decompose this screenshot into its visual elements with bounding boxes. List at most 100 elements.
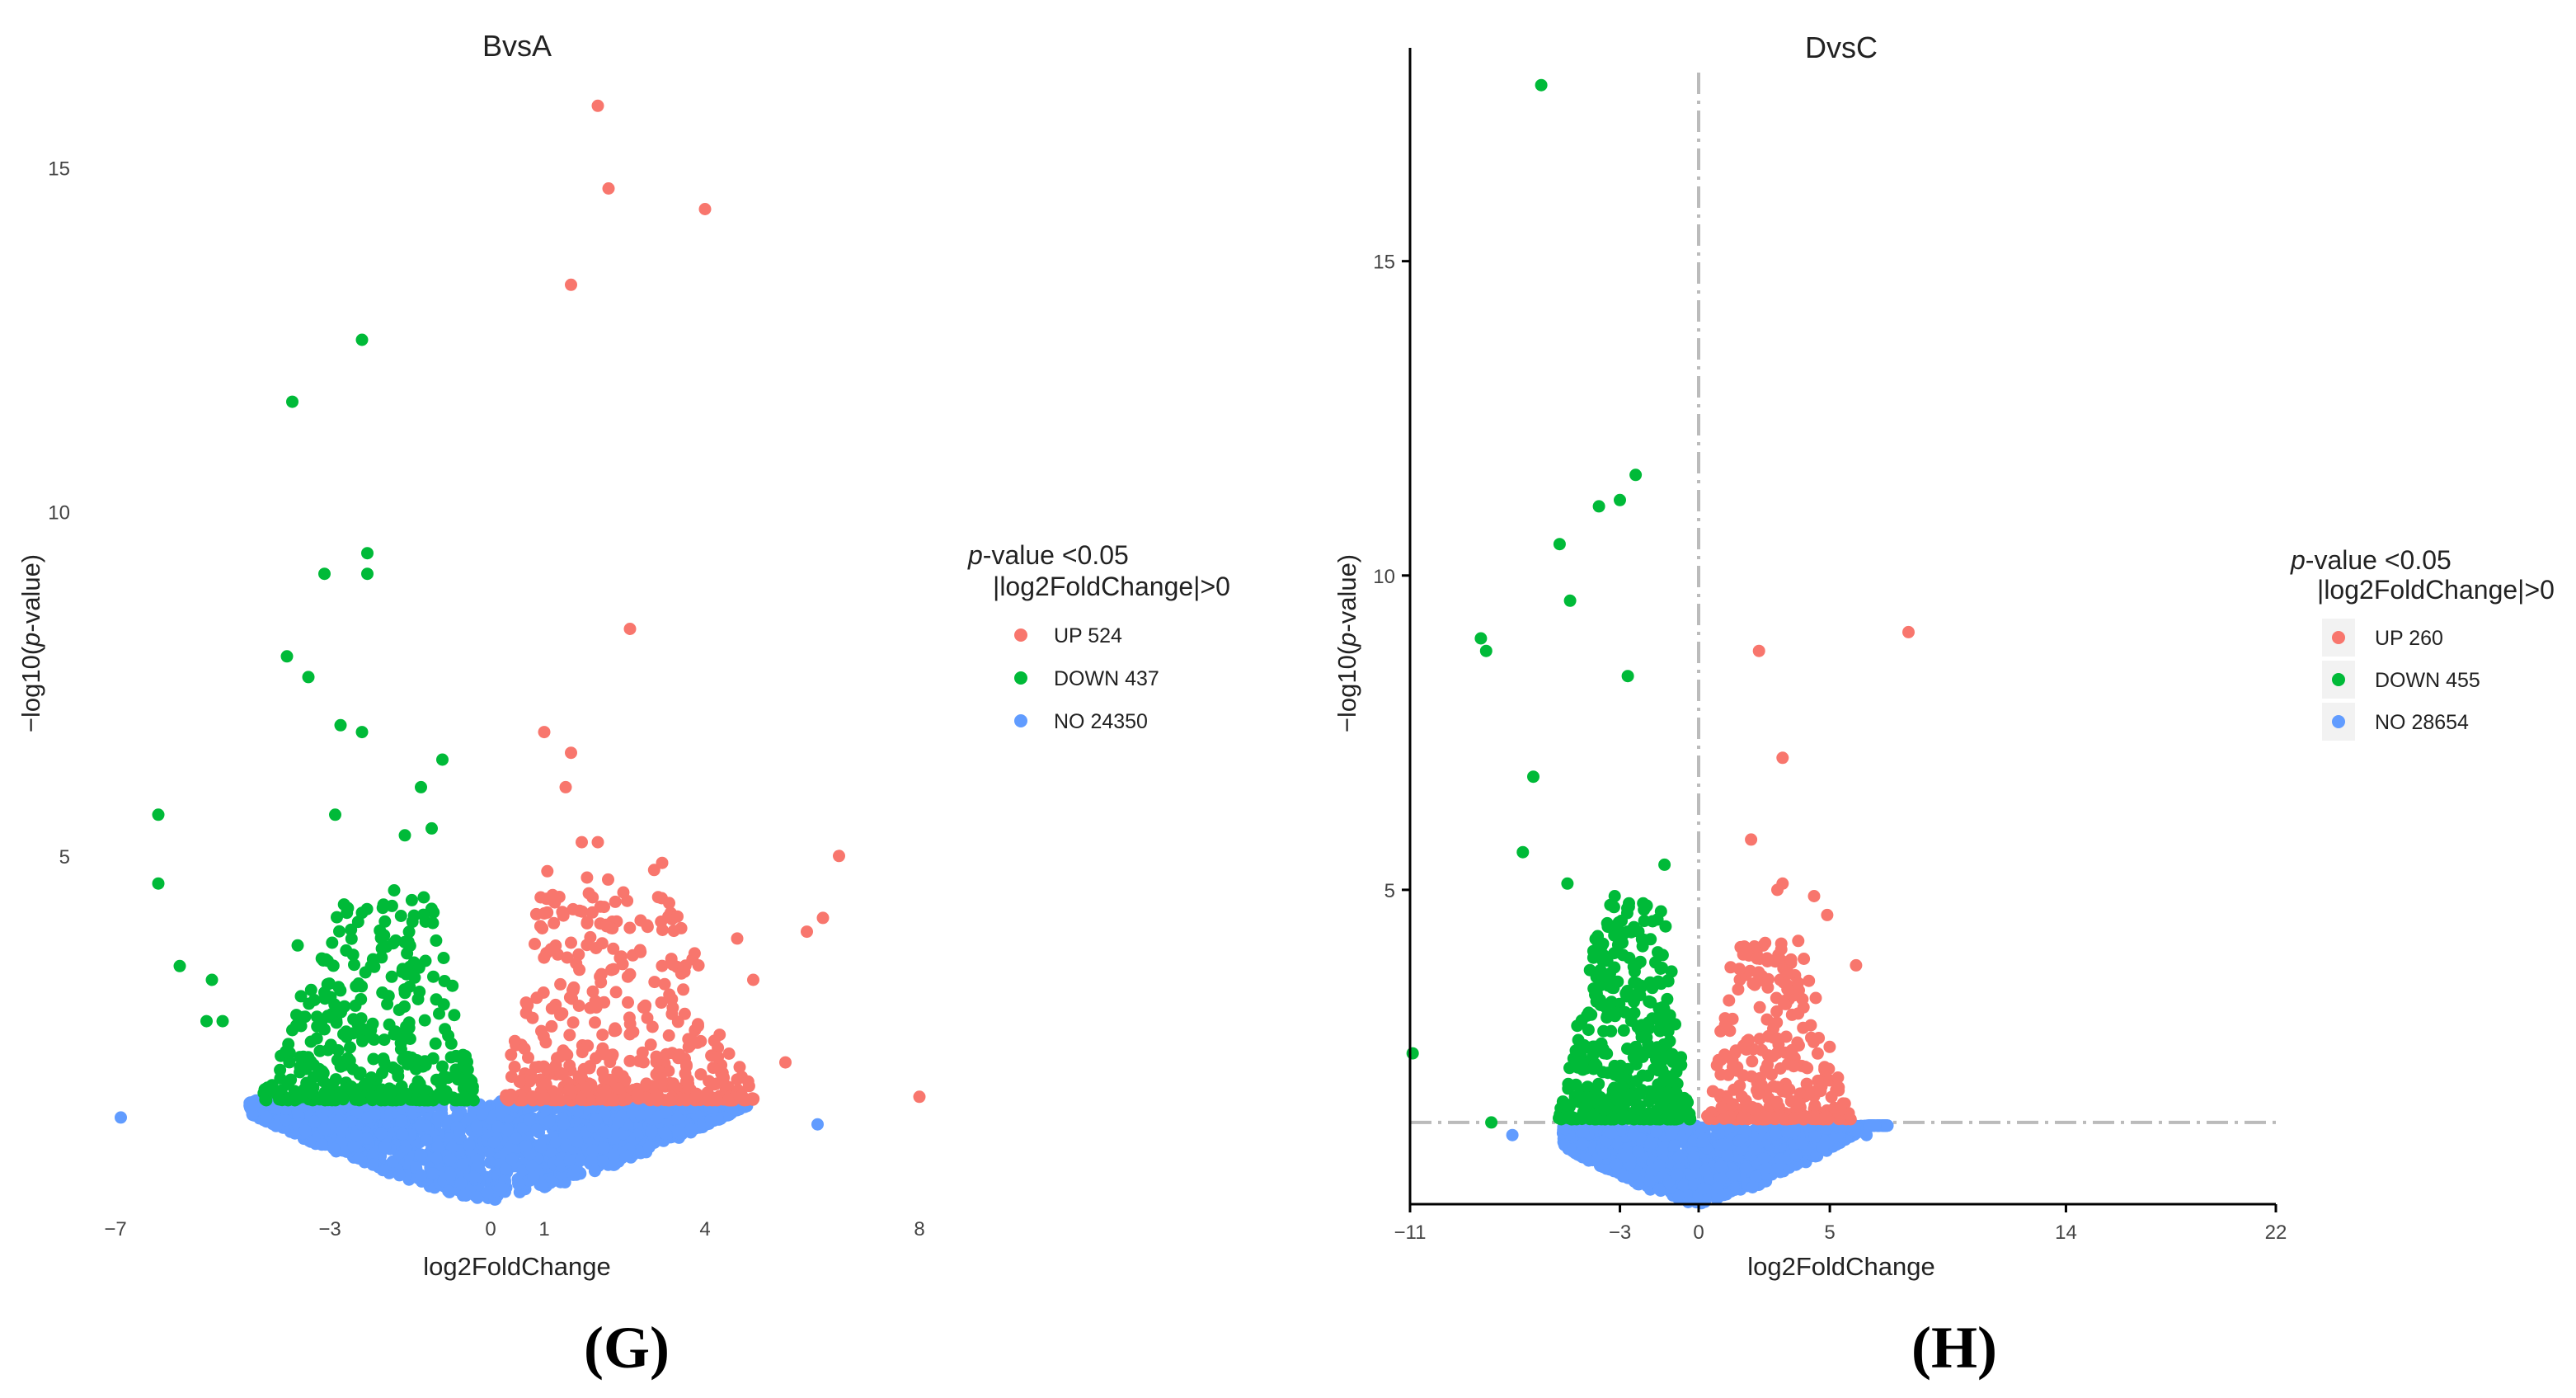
- point-up: [557, 909, 570, 922]
- point-up: [801, 925, 813, 939]
- point-up: [1742, 1033, 1756, 1047]
- point-up: [602, 873, 614, 886]
- legend-label-up: UP 524: [1054, 624, 1122, 647]
- point-up: [1809, 991, 1822, 1005]
- point-down: [152, 808, 165, 821]
- point-no: [1580, 1152, 1593, 1165]
- point-up: [1823, 1040, 1836, 1053]
- point-down: [1649, 956, 1662, 969]
- point-down: [1610, 1094, 1624, 1106]
- point-no: [1789, 1149, 1803, 1162]
- point-up: [618, 1074, 632, 1087]
- plot-title-dvsc: DvsC: [1805, 31, 1878, 64]
- point-down: [1634, 981, 1648, 994]
- point-up: [722, 1047, 736, 1060]
- point-up: [1784, 1094, 1798, 1108]
- point-up: [1714, 1068, 1728, 1081]
- point-no: [597, 1141, 610, 1155]
- point-up: [1753, 1000, 1766, 1014]
- point-up: [522, 1051, 534, 1064]
- point-no: [291, 1105, 304, 1118]
- point-down: [1640, 1031, 1653, 1044]
- panel-label-g: (G): [584, 1315, 670, 1381]
- point-down: [274, 1063, 287, 1076]
- point-down: [1611, 920, 1624, 934]
- point-up: [572, 1000, 585, 1012]
- y-tick-label: 10: [48, 502, 70, 525]
- point-up: [545, 1002, 558, 1015]
- point-up: [662, 1029, 675, 1042]
- point-no: [1577, 1137, 1589, 1151]
- point-up: [644, 1038, 657, 1052]
- point-down: [1649, 1043, 1662, 1056]
- y-tick-label: 15: [48, 158, 70, 180]
- point-up: [1723, 994, 1736, 1007]
- point-down: [1680, 1104, 1693, 1117]
- point-up: [622, 996, 634, 1009]
- point-no: [571, 1135, 584, 1148]
- point-up: [1812, 1032, 1826, 1044]
- point-down: [1591, 936, 1605, 949]
- point-down: [400, 967, 413, 981]
- point-no: [352, 1152, 365, 1165]
- point-no: [442, 1184, 455, 1198]
- point-no: [456, 1158, 469, 1171]
- legend-label-down: DOWN 437: [1054, 667, 1159, 690]
- point-up: [508, 1061, 521, 1073]
- point-no: [1880, 1119, 1892, 1132]
- point-down: [375, 951, 388, 964]
- point-down: [344, 1041, 356, 1054]
- point-up: [566, 984, 580, 997]
- point-down: [1474, 632, 1488, 645]
- point-no: [1672, 1151, 1685, 1164]
- point-no: [1860, 1128, 1873, 1141]
- point-up: [650, 1050, 663, 1063]
- point-up: [581, 1039, 595, 1052]
- point-up: [607, 942, 620, 955]
- point-down: [437, 998, 450, 1011]
- point-down: [355, 726, 369, 739]
- point-up: [1760, 1013, 1774, 1026]
- point-down: [398, 1000, 411, 1013]
- point-no: [270, 1119, 283, 1132]
- point-up: [1736, 1113, 1749, 1126]
- point-up: [1756, 1043, 1769, 1057]
- point-down: [1628, 1052, 1641, 1066]
- point-up: [656, 959, 669, 972]
- point-up: [557, 1068, 570, 1081]
- point-up: [521, 999, 534, 1012]
- point-down: [1614, 1059, 1627, 1072]
- legend-title-bvsa: p-value <0.05: [967, 540, 1129, 570]
- point-no: [491, 1120, 505, 1133]
- point-down: [375, 942, 388, 955]
- y-axis-label-dvsc: −log10(p-value): [1333, 554, 1361, 732]
- point-down: [1590, 1113, 1603, 1126]
- point-up: [733, 1061, 746, 1074]
- point-down: [429, 1037, 442, 1050]
- point-no: [1816, 1141, 1829, 1154]
- point-up: [1770, 1095, 1784, 1109]
- point-down: [389, 1063, 402, 1076]
- point-no: [543, 1115, 556, 1128]
- x-tick-label: 8: [914, 1218, 924, 1240]
- point-no: [671, 1112, 684, 1125]
- point-up: [530, 991, 543, 1005]
- x-axis-label-dvsc: log2FoldChange: [1747, 1252, 1935, 1281]
- point-up: [1759, 936, 1772, 949]
- point-up: [539, 1036, 552, 1049]
- point-down: [311, 1019, 324, 1033]
- point-no: [115, 1111, 127, 1124]
- point-down: [436, 1060, 449, 1073]
- point-down: [1561, 877, 1574, 890]
- point-up: [1724, 961, 1737, 974]
- point-no: [431, 1141, 444, 1154]
- point-down: [280, 650, 294, 663]
- point-up: [544, 943, 557, 956]
- legend-dot-up: [1014, 628, 1027, 642]
- point-down: [398, 829, 411, 842]
- point-down: [378, 915, 392, 928]
- point-no: [1713, 1171, 1727, 1184]
- point-no: [1586, 1142, 1599, 1156]
- point-down: [1629, 468, 1643, 482]
